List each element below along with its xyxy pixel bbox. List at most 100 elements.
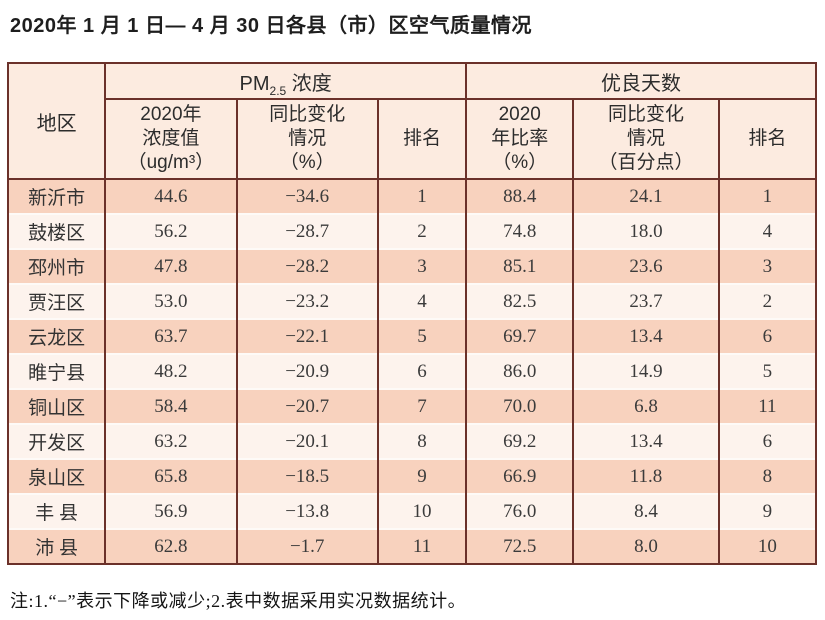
cell-pm_rank: 11	[376, 528, 468, 564]
cell-good_change: 14.9	[572, 353, 720, 389]
cell-good_rank: 3	[717, 248, 818, 284]
cell-region: 睢宁县	[6, 353, 107, 389]
cell-pm_change: −28.7	[235, 213, 379, 249]
header-pm-change: 同比变化 情况 （%）	[235, 99, 379, 180]
pm25-subscript: 2.5	[269, 83, 287, 98]
cell-good_change: 8.0	[572, 528, 720, 564]
cell-good_rate: 70.0	[465, 388, 575, 424]
cell-good_rate: 74.8	[465, 213, 575, 249]
cell-good_rate: 85.1	[465, 248, 575, 284]
header-pm-rank: 排名	[376, 99, 468, 180]
cell-region: 新沂市	[6, 178, 107, 214]
header-group-row: 地区 PM2.5 浓度 优良天数	[6, 63, 817, 180]
cell-pm_rank: 3	[376, 248, 468, 284]
cell-pm_value: 47.8	[104, 248, 238, 284]
header-group-pm25: PM2.5 浓度	[104, 63, 468, 100]
cell-region: 开发区	[6, 423, 107, 459]
page-title: 2020年 1 月 1 日— 4 月 30 日各县（市）区空气质量情况	[10, 15, 533, 37]
table-row: 睢宁县 48.2 −20.9 6 86.0 14.9 5	[6, 353, 818, 389]
cell-good_change: 23.6	[572, 248, 720, 284]
cell-pm_value: 53.0	[104, 283, 238, 319]
cell-region: 邳州市	[6, 248, 107, 284]
cell-pm_change: −13.8	[235, 493, 379, 529]
cell-good_change: 11.8	[572, 458, 720, 494]
cell-pm_value: 63.2	[104, 423, 238, 459]
cell-pm_value: 48.2	[104, 353, 238, 389]
header-region: 地区	[6, 63, 107, 180]
cell-good_rate: 82.5	[465, 283, 575, 319]
header-good-change: 同比变化 情况 （百分点）	[572, 99, 720, 180]
cell-pm_rank: 9	[376, 458, 468, 494]
cell-good_rank: 9	[717, 493, 818, 529]
cell-pm_rank: 1	[376, 178, 468, 214]
cell-good_rank: 5	[717, 353, 818, 389]
cell-pm_change: −23.2	[235, 283, 379, 319]
cell-good_rank: 11	[717, 388, 818, 424]
table-row: 贾汪区 53.0 −23.2 4 82.5 23.7 2	[6, 283, 818, 319]
cell-pm_value: 58.4	[104, 388, 238, 424]
air-quality-table: 地区 PM2.5 浓度 优良天数 2020年 浓度值 （ug/m³） 同比变化 …	[6, 62, 818, 565]
footnote: 注:1.“−”表示下降或减少;2.表中数据采用实况数据统计。	[10, 591, 467, 611]
cell-good_rank: 10	[717, 528, 818, 564]
cell-good_rank: 6	[717, 318, 818, 354]
cell-pm_change: −28.2	[235, 248, 379, 284]
cell-good_change: 18.0	[572, 213, 720, 249]
cell-pm_rank: 6	[376, 353, 468, 389]
table-header: 地区 PM2.5 浓度 优良天数 2020年 浓度值 （ug/m³） 同比变化 …	[6, 63, 818, 180]
cell-pm_value: 63.7	[104, 318, 238, 354]
pm25-label-prefix: PM	[239, 72, 270, 95]
cell-pm_rank: 10	[376, 493, 468, 529]
header-sub-row: 2020年 浓度值 （ug/m³） 同比变化 情况 （%） 排名 2020 年比…	[8, 99, 818, 180]
cell-good_change: 23.7	[572, 283, 720, 319]
cell-pm_rank: 4	[376, 283, 468, 319]
table-row: 云龙区 63.7 −22.1 5 69.7 13.4 6	[6, 318, 818, 354]
table-row: 泉山区 65.8 −18.5 9 66.9 11.8 8	[6, 458, 818, 494]
cell-good_change: 24.1	[572, 178, 720, 214]
cell-pm_value: 62.8	[104, 528, 238, 564]
cell-region: 沛 县	[6, 528, 107, 564]
cell-pm_rank: 5	[376, 318, 468, 354]
pm25-label-suffix: 浓度	[286, 72, 332, 95]
cell-good_rate: 66.9	[465, 458, 575, 494]
cell-pm_value: 65.8	[104, 458, 238, 494]
cell-pm_rank: 8	[376, 423, 468, 459]
cell-good_change: 13.4	[572, 318, 720, 354]
cell-pm_change: −20.9	[235, 353, 379, 389]
cell-region: 铜山区	[6, 388, 107, 424]
table-row: 开发区 63.2 −20.1 8 69.2 13.4 6	[6, 423, 818, 459]
table-body: 新沂市 44.6 −34.6 1 88.4 24.1 1 鼓楼区 56.2 −28.7 2 74.8 1…	[6, 178, 818, 564]
header-good-rate: 2020 年比率 （%）	[465, 99, 575, 180]
cell-pm_change: −1.7	[235, 528, 379, 564]
cell-good_rate: 76.0	[465, 493, 575, 529]
cell-good_rate: 69.2	[465, 423, 575, 459]
table-row: 新沂市 44.6 −34.6 1 88.4 24.1 1	[6, 178, 818, 214]
cell-good_rank: 2	[717, 283, 818, 319]
cell-good_change: 8.4	[572, 493, 720, 529]
header-good-rank: 排名	[717, 99, 818, 180]
cell-good_rate: 88.4	[465, 178, 575, 214]
cell-pm_rank: 7	[376, 388, 468, 424]
table-row: 鼓楼区 56.2 −28.7 2 74.8 18.0 4	[6, 213, 818, 249]
table-row: 沛 县 62.8 −1.7 11 72.5 8.0 10	[6, 528, 818, 564]
cell-pm_change: −20.1	[235, 423, 379, 459]
cell-pm_change: −34.6	[235, 178, 379, 214]
table-row: 铜山区 58.4 −20.7 7 70.0 6.8 11	[6, 388, 818, 424]
cell-good_rank: 6	[717, 423, 818, 459]
cell-region: 丰 县	[6, 493, 107, 529]
cell-good_rate: 86.0	[465, 353, 575, 389]
header-pm-value: 2020年 浓度值 （ug/m³）	[104, 99, 238, 180]
cell-good_change: 6.8	[572, 388, 720, 424]
cell-pm_value: 44.6	[104, 178, 238, 214]
cell-region: 泉山区	[6, 458, 107, 494]
cell-good_change: 13.4	[572, 423, 720, 459]
cell-pm_value: 56.9	[104, 493, 238, 529]
cell-good_rank: 4	[717, 213, 818, 249]
cell-region: 云龙区	[6, 318, 107, 354]
cell-region: 贾汪区	[6, 283, 107, 319]
cell-good_rate: 69.7	[465, 318, 575, 354]
cell-pm_rank: 2	[376, 213, 468, 249]
cell-good_rank: 1	[717, 178, 818, 214]
header-group-good-days: 优良天数	[465, 63, 817, 100]
cell-pm_change: −22.1	[235, 318, 379, 354]
